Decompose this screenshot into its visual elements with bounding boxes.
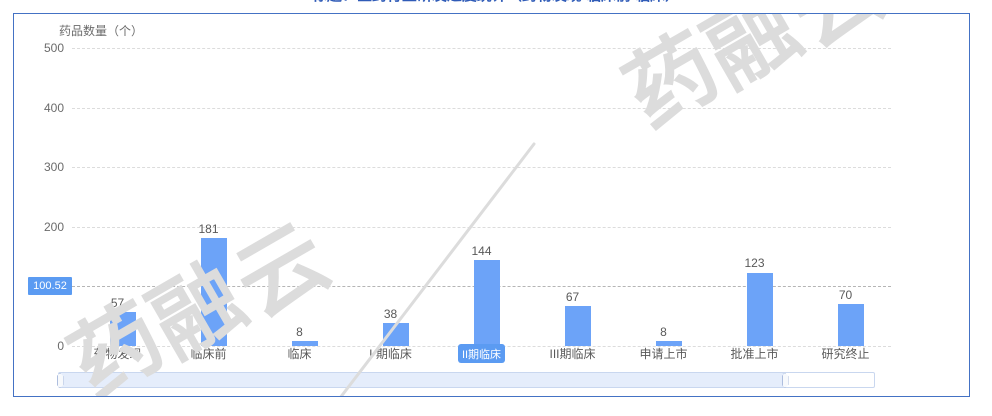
svg-text:药: 药 — [609, 16, 735, 146]
svg-text:云: 云 — [774, 14, 900, 65]
svg-text:融: 融 — [689, 14, 815, 105]
